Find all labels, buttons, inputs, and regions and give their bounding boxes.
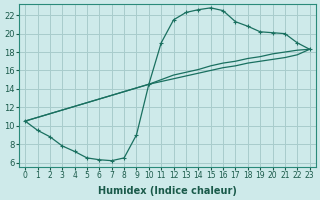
X-axis label: Humidex (Indice chaleur): Humidex (Indice chaleur) [98, 186, 237, 196]
